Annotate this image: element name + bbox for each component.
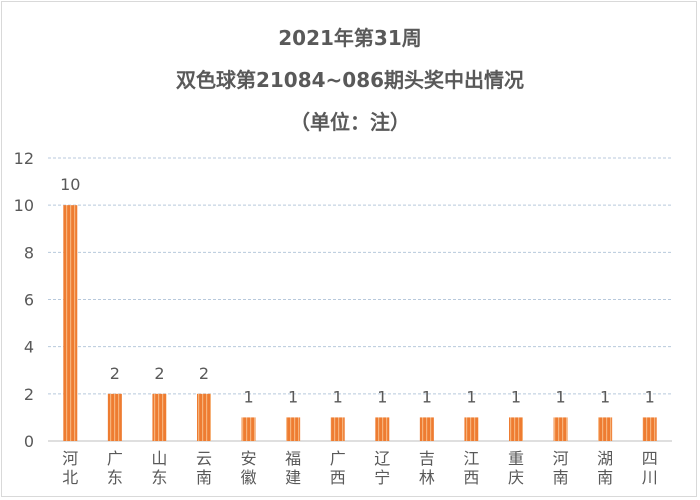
x-tick-label: 安徽 [241,449,257,487]
bar [241,417,256,441]
y-tick-label: 0 [24,432,34,451]
bar [642,417,657,441]
data-label: 2 [110,364,120,383]
x-tick-label: 福建 [285,449,301,487]
x-tick-label: 重庆 [508,449,524,487]
x-tick-label: 山东 [151,449,167,487]
data-label: 1 [555,387,565,406]
y-tick-label: 10 [14,196,34,215]
y-tick-label: 12 [14,149,34,168]
data-label: 1 [600,387,610,406]
x-tick-label: 吉林 [419,449,435,487]
data-label: 1 [511,387,521,406]
y-tick-label: 2 [24,385,34,404]
data-label: 1 [645,387,655,406]
data-label: 1 [333,387,343,406]
bar [598,417,613,441]
bar [375,417,390,441]
bar [197,393,211,441]
x-tick-label: 河北 [62,449,78,487]
bar [419,417,434,441]
bar [152,393,167,441]
y-tick-label: 4 [24,338,34,357]
data-label: 2 [154,364,164,383]
y-tick-label: 8 [24,243,34,262]
x-tick-label: 四川 [642,449,658,487]
x-tick-label: 湖南 [597,449,613,487]
bar [553,417,568,441]
bar [63,205,78,441]
x-tick-label: 广东 [107,449,123,487]
x-tick-label: 辽宁 [374,449,390,487]
data-label: 1 [422,387,432,406]
chart-title-line-3: （单位：注） [290,110,410,134]
data-label: 1 [466,387,476,406]
y-tick-label: 6 [24,291,34,310]
x-tick-label: 广西 [330,449,346,487]
bar [464,417,479,441]
bar [509,417,523,441]
data-label: 1 [243,387,253,406]
bar [286,417,301,441]
x-tick-label: 江西 [463,449,479,487]
data-label: 1 [377,387,387,406]
data-label: 10 [60,175,80,194]
data-label: 2 [199,364,209,383]
chart-title-line-2: 双色球第21084~086期头奖中出情况 [175,68,525,92]
x-tick-label: 云南 [196,449,212,487]
bar [107,393,122,441]
bar [330,417,345,441]
data-label: 1 [288,387,298,406]
x-tick-label: 河南 [553,449,569,487]
chart-title-line-1: 2021年第31周 [278,26,422,50]
